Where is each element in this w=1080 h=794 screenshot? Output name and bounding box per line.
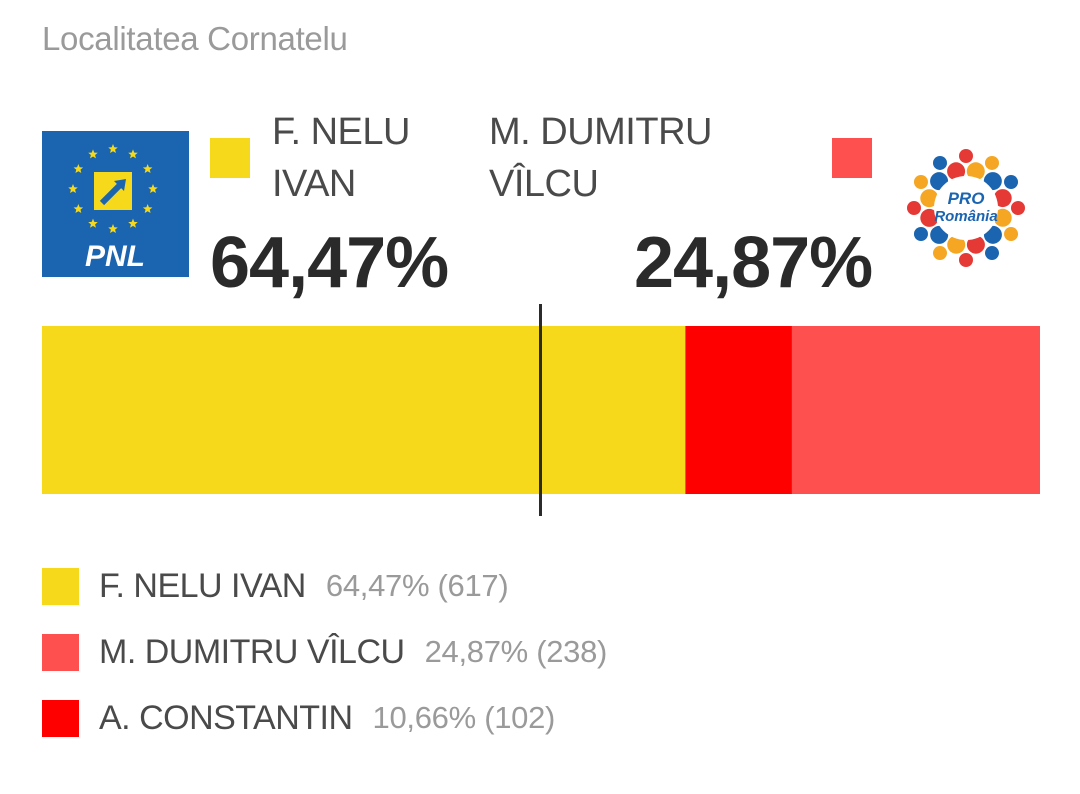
candidate-2-percent: 24,87% — [634, 223, 873, 303]
bar-segment-1 — [42, 326, 686, 494]
figure-head-icon — [933, 246, 947, 261]
star-icon — [148, 184, 158, 194]
legend-item: M. DUMITRU VÎLCU 24,87% (238) — [42, 632, 607, 672]
legend-value: 64,47% (617) — [325, 568, 509, 603]
legend-value: 10,66% (102) — [372, 700, 556, 735]
legend-name: M. DUMITRU VÎLCU — [99, 632, 405, 671]
figure-head-icon — [1004, 227, 1019, 241]
legend-value: 24,87% (238) — [424, 634, 608, 669]
figure-head-icon — [1004, 175, 1019, 189]
star-icon — [108, 224, 118, 234]
pnl-logo-text: PNL — [85, 240, 145, 273]
legend-swatch — [42, 633, 79, 671]
pro-romania-logo: PRO România — [896, 136, 1036, 276]
figure-body-icon — [947, 235, 966, 254]
legend-name: A. CONSTANTIN — [99, 698, 353, 737]
figure-head-icon — [907, 201, 921, 215]
figure-body-icon — [920, 189, 939, 208]
legend-name: F. NELU IVAN — [99, 566, 306, 605]
candidate-1-name-line2: IVAN — [272, 163, 356, 205]
pro-romania-logo-icon: PRO România — [907, 149, 1025, 267]
stacked-bar-chart — [42, 326, 1040, 494]
legend-swatch — [42, 567, 79, 605]
star-icon — [88, 218, 98, 228]
chart-legend: F. NELU IVAN 64,47% (617) M. DUMITRU VÎL… — [42, 566, 607, 764]
figure-head-icon — [913, 227, 928, 241]
figure-head-icon — [959, 149, 973, 163]
candidate-2-name: M. DUMITRU VÎLCU — [489, 106, 729, 210]
pro-logo-line2: România — [934, 208, 997, 225]
figure-body-icon — [947, 162, 966, 181]
legend-swatch — [42, 699, 79, 737]
star-icon — [142, 204, 153, 214]
star-icon — [142, 164, 153, 174]
figure-head-icon — [959, 253, 973, 267]
figure-body-icon — [920, 208, 939, 227]
figure-head-icon — [913, 175, 928, 189]
bar-segment-3 — [791, 326, 1040, 494]
candidate-1-percent: 64,47% — [210, 223, 449, 303]
legend-item: F. NELU IVAN 64,47% (617) — [42, 566, 607, 606]
candidate-1-swatch — [210, 138, 250, 178]
figure-body-icon — [966, 162, 985, 181]
star-icon — [68, 184, 78, 194]
bar-segment-2 — [685, 326, 793, 494]
figure-head-icon — [1011, 201, 1025, 215]
figure-head-icon — [985, 155, 999, 170]
star-icon — [128, 149, 138, 159]
star-icon — [88, 149, 98, 159]
star-icon — [73, 164, 84, 174]
candidate-1-name: F. NELU IVAN — [272, 106, 512, 210]
page-title: Localitatea Cornatelu — [42, 20, 348, 57]
star-icon — [128, 218, 138, 228]
star-icon — [73, 204, 84, 214]
majority-line — [539, 304, 542, 516]
figure-body-icon — [993, 208, 1012, 227]
figure-head-icon — [933, 155, 947, 170]
logo-center — [934, 176, 998, 240]
candidate-2-name-line2: VÎLCU — [489, 163, 599, 205]
figure-body-icon — [966, 235, 985, 254]
pnl-logo: PNL — [42, 131, 189, 277]
candidate-1-name-line1: F. NELU — [272, 111, 410, 153]
figure-body-icon — [993, 189, 1012, 208]
pnl-logo-icon: PNL — [42, 131, 189, 277]
star-icon — [108, 144, 118, 154]
pro-logo-line1: PRO — [948, 189, 985, 208]
legend-item: A. CONSTANTIN 10,66% (102) — [42, 698, 607, 738]
candidate-2-swatch — [832, 138, 872, 178]
figure-head-icon — [985, 246, 999, 261]
candidate-2-name-line1: M. DUMITRU — [489, 111, 712, 153]
